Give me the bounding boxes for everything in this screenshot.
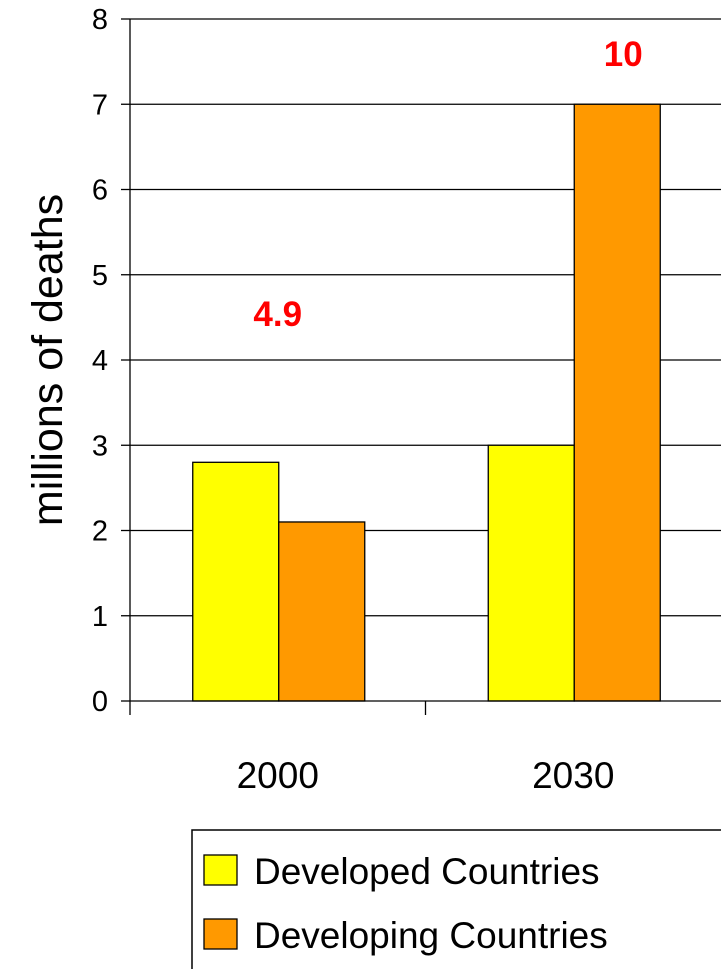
legend-swatch: [203, 918, 238, 950]
y-tick-labels: 0 1 2 3 4 5 6 7 8: [92, 4, 108, 718]
axes: [121, 18, 721, 715]
legend-swatch: [203, 854, 238, 886]
y-tick-label: 8: [92, 4, 108, 36]
bar-developing-countries-2000: [278, 521, 366, 702]
y-tick-label: 5: [92, 260, 108, 292]
y-tick-label: 4: [92, 345, 108, 377]
bars: [192, 103, 661, 702]
total-annotation: 4.9: [253, 295, 302, 334]
total-annotation: 10: [604, 35, 643, 74]
legend-box: [191, 829, 721, 969]
x-category-label: 2030: [532, 755, 614, 796]
bar-developed-countries-2000: [192, 461, 280, 702]
total-annotations: 4.9 10: [253, 35, 642, 334]
legend-label: Developed Countries: [254, 851, 600, 892]
y-tick-label: 0: [92, 686, 108, 718]
legend-label: Developing Countries: [254, 915, 608, 956]
x-category-labels: 2000 2030: [237, 755, 615, 796]
bar-developing-countries-2030: [573, 103, 661, 702]
y-tick-label: 2: [92, 516, 108, 548]
y-tick-label: 1: [92, 601, 108, 633]
bar-developed-countries-2030: [487, 444, 575, 702]
legend: Developed Countries Developing Countries: [191, 829, 721, 969]
y-axis-title: millions of deaths: [24, 194, 72, 526]
x-category-label: 2000: [237, 755, 319, 796]
y-tick-label: 6: [92, 175, 108, 207]
y-tick-label: 7: [92, 89, 108, 121]
y-tick-label: 3: [92, 430, 108, 462]
